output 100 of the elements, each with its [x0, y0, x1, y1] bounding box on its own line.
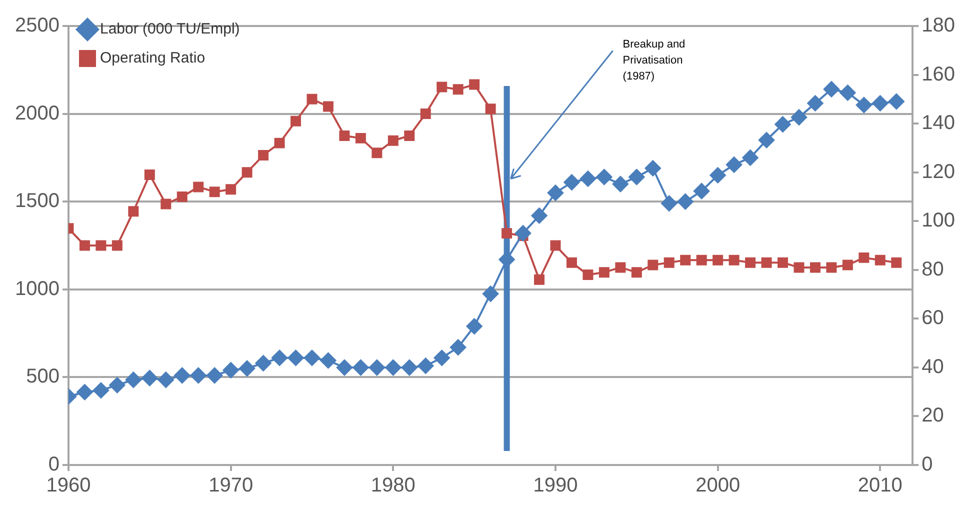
- x-tick-label: 2000: [696, 474, 740, 497]
- point: [142, 370, 158, 386]
- point: [420, 108, 431, 120]
- point: [664, 257, 674, 268]
- point: [242, 167, 252, 178]
- point: [79, 240, 90, 251]
- point: [288, 350, 304, 366]
- point: [258, 150, 269, 161]
- point: [436, 82, 448, 92]
- point: [648, 260, 658, 270]
- point: [320, 352, 336, 369]
- point: [842, 260, 853, 270]
- point: [434, 350, 450, 366]
- point: [160, 198, 172, 210]
- point: [336, 360, 352, 376]
- point: [790, 109, 807, 126]
- point: [728, 254, 740, 266]
- point: [826, 262, 837, 273]
- point: [222, 362, 239, 378]
- point: [534, 274, 545, 285]
- y-tick-label: 0: [48, 454, 60, 476]
- y2-tick-label: 140: [922, 112, 956, 134]
- point: [677, 194, 694, 210]
- point: [582, 270, 594, 280]
- x-tick-label: 1960: [46, 474, 91, 497]
- y2-tick-label: 160: [922, 63, 956, 86]
- point: [355, 132, 366, 144]
- point: [712, 254, 724, 266]
- point: [840, 84, 856, 101]
- point: [872, 95, 888, 112]
- point: [710, 167, 726, 184]
- point: [680, 254, 691, 266]
- point: [612, 176, 628, 192]
- point: [290, 116, 302, 126]
- y2-tick-label: 120: [922, 160, 956, 183]
- point: [774, 116, 791, 132]
- point: [404, 130, 415, 141]
- point: [272, 350, 288, 366]
- point: [580, 170, 596, 187]
- point: [401, 360, 418, 376]
- point: [450, 339, 466, 356]
- y-tick-label: 1000: [14, 278, 60, 300]
- point: [239, 360, 256, 376]
- point: [694, 183, 710, 200]
- point: [807, 95, 824, 112]
- x-tick-label: 1980: [370, 474, 416, 497]
- point: [193, 182, 204, 192]
- y2-tick-label: 100: [922, 210, 956, 232]
- point: [566, 257, 577, 268]
- point: [190, 367, 206, 384]
- point: [810, 262, 820, 273]
- point: [92, 382, 109, 398]
- x-tick-label: 2010: [858, 474, 902, 497]
- point: [778, 257, 788, 268]
- point: [547, 184, 564, 201]
- point: [696, 254, 707, 266]
- point: [452, 84, 464, 95]
- point: [125, 372, 142, 388]
- point: [76, 384, 93, 400]
- y2-tick-label: 0: [922, 454, 933, 476]
- legend-label: Operating Ratio: [100, 50, 206, 67]
- point: [515, 225, 532, 242]
- point: [745, 257, 756, 268]
- point: [564, 174, 580, 190]
- y-tick-label: 500: [26, 366, 60, 388]
- point: [109, 377, 126, 394]
- point: [856, 97, 872, 114]
- point: [274, 138, 285, 148]
- point: [485, 104, 496, 114]
- x-tick-label: 1970: [208, 474, 254, 497]
- point: [418, 358, 434, 374]
- point: [858, 252, 870, 263]
- point: [226, 184, 236, 195]
- point: [388, 135, 398, 146]
- point: [596, 169, 612, 186]
- point: [385, 360, 402, 376]
- point: [306, 94, 318, 104]
- point: [823, 81, 840, 98]
- point: [209, 186, 220, 198]
- point: [726, 156, 742, 173]
- point: [531, 208, 548, 224]
- point: [368, 360, 385, 376]
- point: [628, 169, 645, 186]
- point: [322, 101, 334, 112]
- y2-tick-label: 180: [922, 14, 956, 37]
- point: [144, 170, 155, 180]
- point: [891, 257, 902, 268]
- point: [158, 372, 174, 388]
- point: [742, 150, 758, 166]
- point: [466, 318, 482, 334]
- point: [661, 195, 678, 212]
- point: [644, 160, 661, 176]
- point: [761, 257, 772, 268]
- point: [128, 206, 139, 217]
- point: [502, 228, 512, 239]
- point: [304, 350, 320, 366]
- annotation: Breakup and Privatisation (1987): [622, 38, 686, 82]
- point: [206, 367, 223, 384]
- point: [96, 240, 106, 251]
- y-tick-label: 1500: [14, 190, 60, 212]
